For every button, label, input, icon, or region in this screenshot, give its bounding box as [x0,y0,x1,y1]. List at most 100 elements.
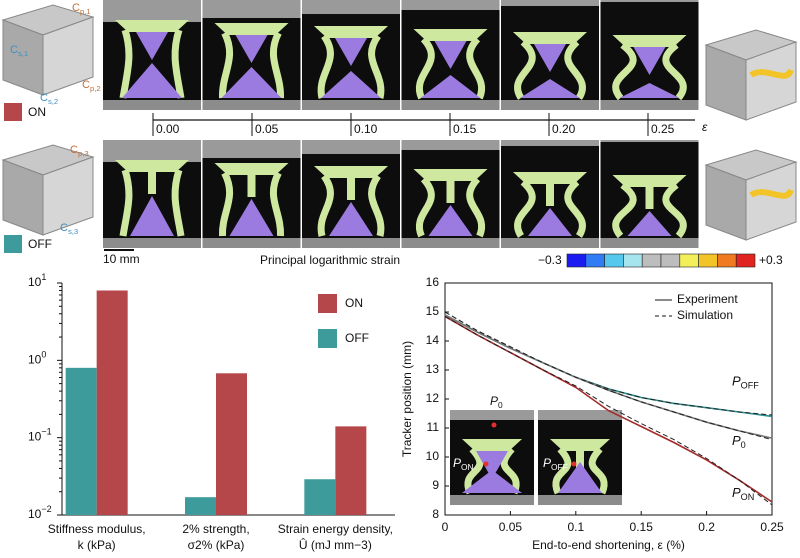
bar [216,373,247,515]
top-plate [202,0,301,18]
y-tick-label: 10−2 [28,504,52,521]
strain-tick-label: 0.20 [552,122,576,136]
y-tick-base: 10 [28,507,42,521]
photo-frame [302,0,400,110]
photo-frame [600,140,699,248]
top-shape [550,439,610,451]
cone [520,79,580,98]
x-tick-label: Strain energy density, [278,522,393,536]
curve-label-base: P [732,434,741,449]
model-label: Cs,1 [10,44,28,58]
inset-label-sub: ON [461,462,474,472]
curve-label: POFF [732,374,759,391]
cone [229,199,274,236]
experiment-line [444,314,773,439]
model-label-base: C [60,222,68,234]
simulation-line [444,311,773,416]
top-plate [401,140,500,150]
top-shape [314,26,388,38]
bottom-plate [103,100,201,110]
photo-frame [202,140,301,248]
stem [148,172,156,194]
colorbar-cell [566,253,587,268]
top-shape [214,163,289,175]
x-axis-label: End-to-end shortening, ε (%) [532,538,685,552]
y-tick-label: 10−1 [28,427,52,444]
inset-label-sub: OFF [551,462,568,472]
bottom-plate [103,238,201,248]
curve-label-sub: ON [741,492,755,502]
legend-label: Experiment [677,292,738,306]
scale-bar-label: 10 mm [103,252,140,266]
tracker-dot [491,422,497,428]
top-plate [450,410,534,420]
photo-frame [302,140,400,248]
left-column [317,173,334,237]
stem [446,181,455,203]
model-label-sub: p,1 [80,7,91,16]
cone [420,75,481,98]
cone-top [534,44,566,72]
y-tick-exp: −2 [41,504,51,514]
inset-label-base: P [543,456,551,470]
right-column [466,176,485,238]
right-column [500,446,520,495]
model-label: Cp,1 [72,2,91,16]
right-column [662,42,687,101]
y-tick-label: 14 [426,333,440,347]
colorbar-cell [623,253,643,268]
y-tick-label: 16 [426,275,440,289]
legend-swatch [318,329,337,348]
bar [185,497,216,515]
left-column [119,168,133,237]
x-tick-label: 0.15 [630,520,654,534]
left-column [317,33,334,99]
x-tick-label: 0.25 [760,520,784,534]
model-label-sub: s,3 [68,227,78,236]
on-label: ON [28,105,46,119]
model-label-base: C [40,92,48,104]
model-side [42,156,94,236]
model-label: Cs,3 [60,222,78,236]
model-side [745,161,797,241]
y-tick-base: 10 [28,430,42,444]
colorbar-cell [698,253,718,268]
y-tick-label: 15 [426,304,440,318]
bottom-plate [202,238,301,248]
cone [329,202,373,236]
top-shape [413,29,488,41]
left-column [218,171,234,237]
y-tick-label: 10 [426,449,440,463]
tracker-dot [483,461,489,467]
top-shape [612,35,687,47]
photo-frame [103,0,201,110]
bottom-plate [600,238,699,248]
inset-label: P0 [490,394,503,410]
photo-frame [600,0,699,110]
curve-label: P0 [732,434,746,451]
inset-label: POFF [543,456,568,472]
right-column [662,182,687,239]
off-label: OFF [28,237,52,251]
photo-frame [501,0,599,110]
cone [462,470,522,493]
model-label-sub: s,2 [48,97,58,106]
model [1,144,95,236]
model-label-base: C [72,2,80,14]
bottom-plate [401,238,500,248]
right-column [171,28,185,99]
right-column [564,39,586,100]
right-column [466,36,485,100]
top-shape [612,175,687,187]
strain-band [749,68,794,79]
x-tick-label: 0.05 [499,520,523,534]
colorbar-cell [585,253,605,268]
x-tick-label: k (kPa) [78,538,116,552]
cone [321,71,381,98]
left-column [552,446,572,495]
left-column [612,182,637,239]
photo-frame [501,140,599,248]
model-label-sub: p,2 [90,84,101,93]
y-tick-label: 13 [426,362,440,376]
cone [627,211,672,236]
